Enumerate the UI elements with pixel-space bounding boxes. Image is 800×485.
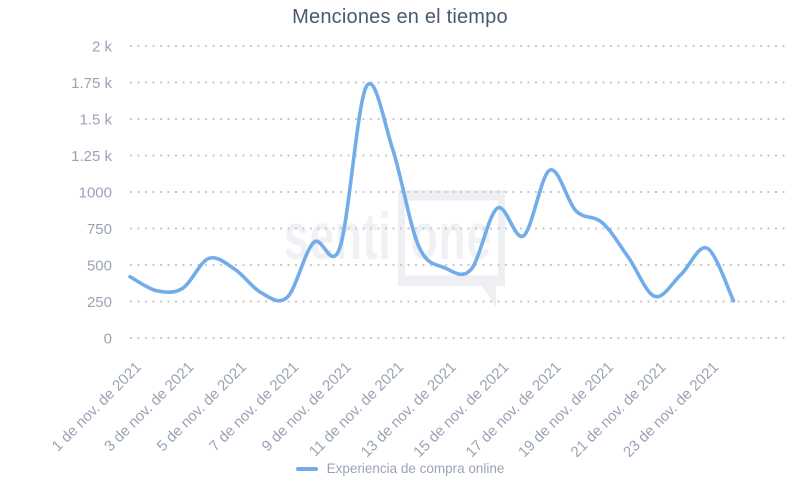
x-tick-label: 23 de nov. de 2021 <box>620 359 722 461</box>
series-line-experiencia-de-compra-online[interactable] <box>128 82 736 303</box>
legend-item[interactable]: Experiencia de compra online <box>0 461 800 476</box>
x-tick-label: 19 de nov. de 2021 <box>515 359 617 461</box>
chart-title: Menciones en el tiempo <box>292 6 508 28</box>
y-tick-label: 1.75 k <box>71 75 112 92</box>
x-tick-label: 13 de nov. de 2021 <box>358 359 460 461</box>
y-tick-label: 1000 <box>79 185 112 202</box>
x-tick-label: 9 de nov. de 2021 <box>259 359 355 455</box>
y-tick-label: 1.5 k <box>79 112 112 129</box>
x-tick-label: 21 de nov. de 2021 <box>568 359 670 461</box>
legend-series-label: Experiencia de compra online <box>326 461 505 476</box>
x-tick-label: 7 de nov. de 2021 <box>206 359 302 455</box>
x-tick-label: 17 de nov. de 2021 <box>463 359 565 461</box>
y-tick-label: 1.25 k <box>71 148 112 165</box>
x-tick-label: 15 de nov. de 2021 <box>410 359 512 461</box>
x-tick-label: 11 de nov. de 2021 <box>306 359 407 460</box>
x-tick-label: 1 de nov. de 2021 <box>49 359 145 455</box>
x-tick-label: 5 de nov. de 2021 <box>154 359 250 455</box>
x-tick-label: 3 de nov. de 2021 <box>101 359 197 455</box>
y-tick-label: 2 k <box>92 39 113 56</box>
y-tick-label: 750 <box>87 221 112 238</box>
y-tick-label: 250 <box>87 294 112 311</box>
y-tick-label: 0 <box>104 331 112 348</box>
legend-line-swatch <box>295 466 318 471</box>
y-tick-label: 500 <box>87 258 112 275</box>
